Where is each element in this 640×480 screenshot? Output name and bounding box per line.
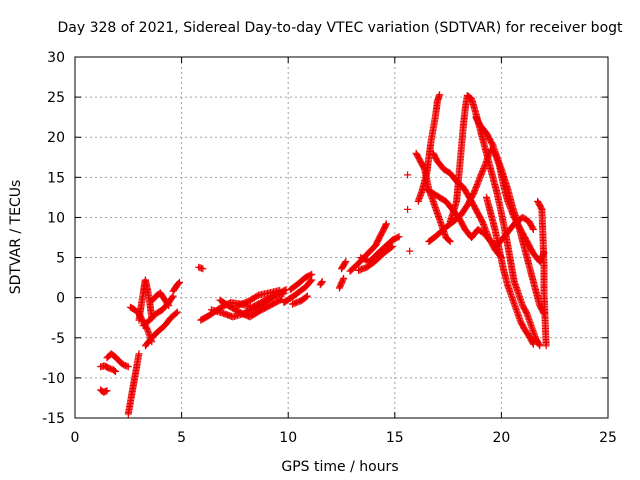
plot-frame (74, 56, 609, 419)
data-point (318, 278, 326, 286)
data-point (341, 259, 349, 267)
series-arc-early-3 (103, 350, 132, 371)
data-point (509, 297, 517, 305)
series-arc-early-2 (97, 362, 119, 375)
data-point (303, 292, 311, 300)
grid-lines (75, 57, 608, 418)
y-tick-label: 5 (56, 251, 65, 267)
series-arc-4h (169, 278, 183, 295)
data-point (124, 363, 132, 371)
data-point (526, 317, 534, 325)
series-arc-peak-5 (483, 193, 537, 348)
data-point (436, 91, 444, 99)
y-tick-label: 30 (47, 50, 65, 66)
data-points (97, 91, 550, 418)
x-tick-label: 25 (599, 430, 617, 446)
data-point (389, 242, 397, 250)
y-tick-label: 20 (47, 130, 65, 146)
data-point (172, 309, 180, 317)
x-tick-label: 20 (492, 430, 510, 446)
y-tick-label: 15 (47, 170, 65, 186)
data-point (512, 284, 520, 292)
y-tick-label: -5 (51, 331, 65, 347)
data-point (529, 226, 537, 233)
data-point (340, 274, 348, 282)
y-tick-label: 25 (47, 90, 65, 106)
data-point (529, 340, 537, 348)
series-arc-14h (355, 242, 397, 274)
series-arc-3h-d (141, 308, 181, 350)
data-point (512, 306, 520, 314)
data-point (173, 308, 181, 316)
series-arc-8h (233, 286, 284, 310)
data-point (168, 293, 176, 301)
y-tick-label: -15 (42, 411, 65, 427)
series-arc-6h-a (195, 263, 207, 273)
y-tick-label: 10 (47, 210, 65, 226)
series-arc-early-4 (124, 350, 143, 418)
series-arc-rise-2 (414, 91, 444, 205)
series-arc-10h-b (286, 270, 316, 294)
data-point (404, 171, 412, 179)
data-point (175, 279, 183, 287)
x-tick-label: 0 (71, 430, 80, 446)
data-point (342, 258, 350, 266)
data-point (174, 280, 182, 288)
series-arc-peak-2 (446, 92, 544, 350)
data-point (446, 238, 454, 245)
series-arc-10h-c (289, 292, 311, 308)
data-point (404, 205, 412, 213)
data-point (536, 342, 544, 350)
axis-ticks: 0 5 10 15 20 25 -15 -10 -5 0 5 10 15 20 25 30 (42, 50, 617, 446)
series-arc-15h-a (404, 171, 412, 179)
data-point (445, 237, 453, 244)
series-arc-11h (316, 278, 326, 289)
data-point (110, 367, 118, 375)
data-point (135, 350, 143, 358)
data-point (199, 265, 207, 273)
series-arc-10h-a (280, 276, 316, 306)
series-arc-15h-c (406, 247, 414, 255)
data-point (164, 300, 172, 308)
y-tick-label: 0 (56, 291, 65, 307)
data-point (529, 326, 537, 334)
data-point (308, 270, 316, 278)
data-point (112, 368, 119, 375)
data-point (542, 342, 550, 350)
x-tick-label: 15 (386, 430, 404, 446)
data-point (406, 247, 414, 255)
series-arc-12h-b (338, 258, 350, 273)
data-point (176, 278, 183, 286)
data-point (165, 302, 173, 310)
data-point (387, 243, 395, 251)
series-arc-12h-a (335, 274, 348, 292)
data-point (307, 277, 315, 285)
chart-title: Day 328 of 2021, Sidereal Day-to-day VTE… (57, 20, 623, 36)
data-point (517, 297, 525, 305)
data-point (318, 279, 326, 287)
series-arc-15h-b (404, 205, 412, 213)
data-point (382, 220, 390, 228)
y-axis-title: SDTVAR / TECUs (8, 180, 24, 295)
data-point (395, 233, 403, 241)
data-point (529, 339, 537, 347)
x-axis-title: GPS time / hours (281, 459, 398, 475)
data-point (529, 224, 537, 232)
data-point (276, 286, 284, 294)
y-tick-label: -10 (42, 371, 65, 387)
series-arc-peak-3 (423, 185, 537, 249)
data-point (103, 387, 111, 395)
series-arc-3h-e (148, 289, 173, 310)
data-point (302, 293, 310, 301)
x-tick-label: 10 (279, 430, 297, 446)
series-arc-late (534, 197, 550, 350)
series-arc-early-1 (97, 386, 111, 396)
x-tick-label: 5 (177, 430, 186, 446)
